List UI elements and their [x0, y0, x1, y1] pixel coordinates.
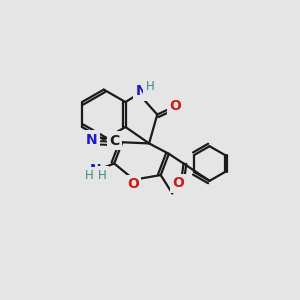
Text: O: O	[172, 176, 184, 190]
Text: O: O	[169, 99, 181, 113]
Text: H: H	[146, 80, 154, 93]
Text: H: H	[85, 169, 93, 182]
Text: H: H	[98, 169, 106, 182]
Text: N: N	[136, 84, 147, 98]
Text: O: O	[127, 177, 139, 191]
Text: N: N	[89, 164, 101, 177]
Text: C: C	[109, 134, 119, 148]
Text: N: N	[86, 133, 98, 147]
